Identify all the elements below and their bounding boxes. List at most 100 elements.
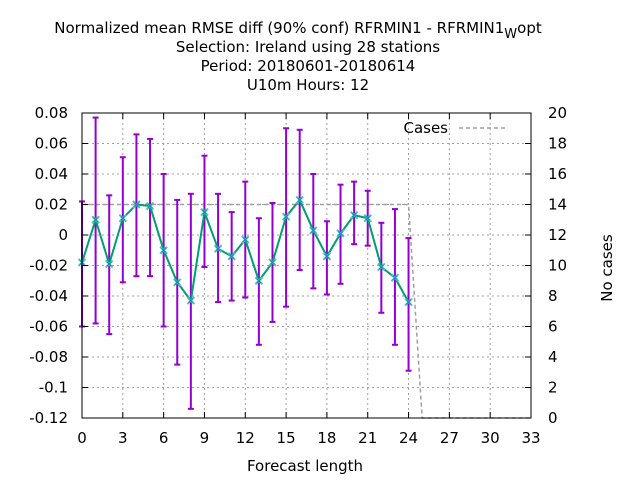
- y-tick-label: -0.12: [29, 409, 68, 427]
- data-point: [322, 252, 332, 261]
- y2-tick-label: 2: [548, 379, 558, 397]
- y2-tick-label: 16: [548, 165, 567, 183]
- data-point: [159, 246, 168, 255]
- y-tick-label: -0.02: [29, 257, 68, 275]
- title-main: Normalized mean RMSE diff (90% conf) RFR…: [54, 19, 504, 37]
- x-tick-label: 21: [358, 429, 377, 447]
- data-point-core: [406, 299, 411, 305]
- x-tick-label: 15: [277, 429, 296, 447]
- y-tick-label: -0.04: [29, 287, 68, 305]
- x-axis-label: Forecast length: [247, 457, 363, 475]
- x-tick-label: 27: [440, 429, 459, 447]
- data-point-core: [351, 212, 357, 218]
- data-point-core: [242, 237, 248, 242]
- title-line-3: Period: 20180601-20180614: [201, 57, 416, 75]
- data-point: [281, 212, 291, 221]
- y-tick-label: 0.04: [35, 165, 68, 183]
- legend: Cases: [403, 119, 506, 137]
- data-point-core: [392, 275, 398, 281]
- y-tick-label: -0.06: [29, 318, 68, 336]
- y-tick-label: -0.08: [29, 348, 68, 366]
- data-point-core: [324, 253, 330, 259]
- y2-tick-label: 12: [548, 226, 567, 244]
- y2-tick-label: 20: [548, 104, 567, 122]
- data-point: [377, 262, 386, 272]
- title-subscript: W: [504, 27, 517, 42]
- data-point-core: [283, 214, 289, 220]
- data-point: [227, 252, 236, 261]
- data-point: [404, 297, 413, 307]
- data-point-core: [229, 253, 235, 259]
- title-line-2: Selection: Ireland using 28 stations: [176, 38, 440, 56]
- data-point-core: [161, 247, 166, 253]
- y2-tick-label: 6: [548, 318, 558, 336]
- data-point: [295, 195, 304, 205]
- x-tick-label: 0: [77, 429, 87, 447]
- data-point-core: [270, 260, 275, 265]
- data-point: [390, 273, 400, 282]
- data-point-core: [215, 246, 221, 252]
- title-line-1: Normalized mean RMSE diff (90% conf) RFR…: [54, 19, 542, 42]
- data-point: [336, 229, 345, 238]
- x-tick-label: 18: [317, 429, 336, 447]
- y2-axis-label: No cases: [598, 234, 616, 302]
- data-point: [145, 201, 155, 211]
- y2-tick-label: 10: [548, 257, 567, 275]
- data-point-core: [256, 278, 262, 284]
- data-point-core: [106, 261, 112, 267]
- title-line-4: U10m Hours: 12: [247, 76, 369, 94]
- data-point-core: [310, 228, 316, 233]
- legend-label-cases: Cases: [403, 119, 448, 137]
- data-point: [118, 214, 128, 223]
- error-bars: [79, 116, 412, 410]
- data-point: [309, 226, 318, 235]
- data-point: [173, 278, 182, 287]
- data-point: [254, 276, 264, 285]
- y2-tick-label: 0: [548, 409, 558, 427]
- data-point-core: [338, 231, 343, 236]
- data-point-core: [93, 217, 98, 223]
- x-axis-ticks: 0 3 6 9 12 15 18 21 24 27 30 33: [77, 113, 541, 447]
- data-point: [241, 235, 250, 244]
- data-point-core: [365, 215, 371, 221]
- y-tick-label: 0: [58, 226, 68, 244]
- x-tick-label: 30: [481, 429, 500, 447]
- y2-axis-ticks: 0 2 4 6 8 10 12 14 16 18 20: [525, 104, 567, 427]
- chart-title: Normalized mean RMSE diff (90% conf) RFR…: [54, 19, 542, 94]
- data-point-core: [134, 202, 139, 207]
- y2-tick-label: 18: [548, 135, 567, 153]
- data-point-core: [297, 197, 303, 203]
- data-point: [200, 207, 209, 217]
- data-point: [105, 259, 114, 269]
- y-tick-label: -0.1: [39, 379, 68, 397]
- data-point-core: [188, 298, 194, 303]
- data-point: [349, 210, 359, 220]
- y-tick-label: 0.08: [35, 104, 68, 122]
- x-tick-label: 9: [200, 429, 210, 447]
- x-tick-label: 6: [159, 429, 169, 447]
- y-tick-label: 0.06: [35, 135, 68, 153]
- data-point: [363, 214, 372, 223]
- data-point-core: [120, 215, 126, 221]
- x-tick-label: 12: [236, 429, 255, 447]
- data-point: [268, 258, 277, 267]
- data-point-core: [174, 279, 180, 285]
- data-points: [77, 195, 413, 307]
- data-point-core: [202, 209, 207, 215]
- y-tick-label: 0.02: [35, 196, 68, 214]
- data-point: [91, 215, 100, 224]
- y2-tick-label: 8: [548, 287, 558, 305]
- data-point: [186, 296, 196, 305]
- y2-tick-label: 14: [548, 196, 567, 214]
- data-point: [132, 200, 141, 209]
- x-tick-label: 24: [399, 429, 418, 447]
- title-suffix: opt: [517, 19, 542, 37]
- y2-tick-label: 4: [548, 348, 558, 366]
- data-point-core: [147, 203, 153, 209]
- x-tick-label: 3: [118, 429, 128, 447]
- x-tick-label: 33: [521, 429, 540, 447]
- data-point: [213, 244, 223, 253]
- y-axis-ticks: -0.12 -0.1 -0.08 -0.06 -0.04 -0.02 0 0.02 0.04 0.…: [29, 104, 88, 427]
- data-point-core: [378, 264, 384, 270]
